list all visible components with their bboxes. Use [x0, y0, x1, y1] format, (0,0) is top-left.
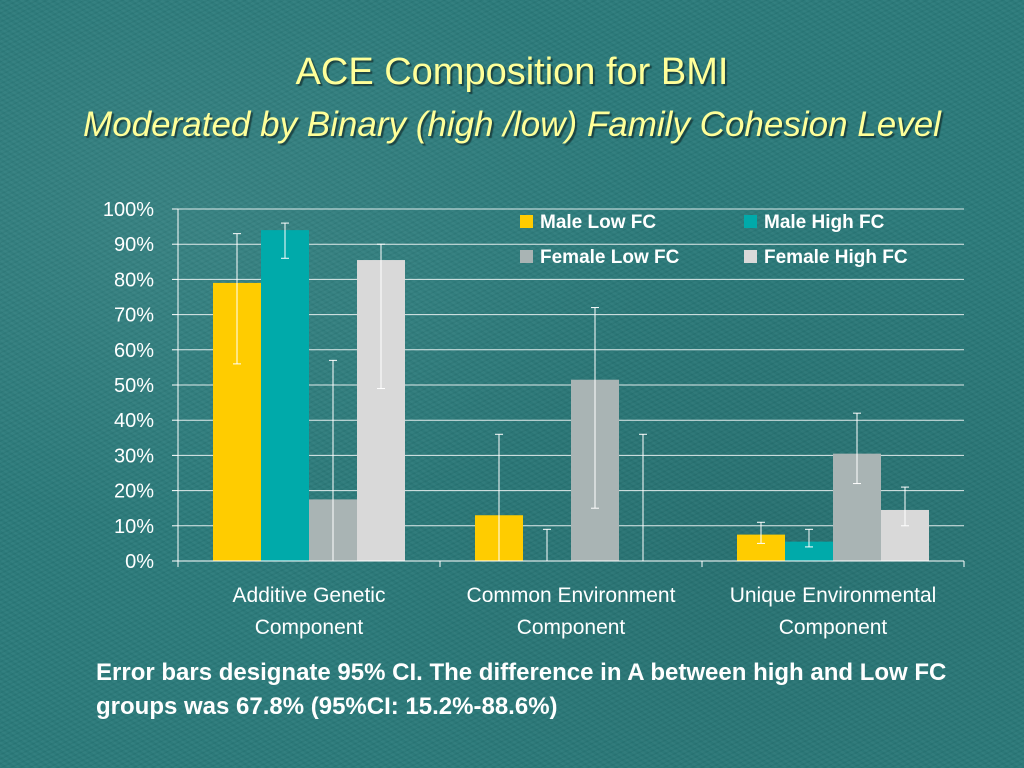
bar — [261, 230, 309, 561]
x-category-label: Additive Genetic — [233, 584, 386, 607]
error-bar-note: Error bars designate 95% CI. The differe… — [96, 659, 947, 720]
error-bars — [233, 222, 909, 561]
legend-swatch — [744, 250, 757, 263]
y-tick-label: 60% — [114, 340, 154, 362]
legend-label: Female Low FC — [540, 247, 680, 268]
x-category-label: Component — [517, 616, 626, 639]
legend-swatch — [520, 250, 533, 263]
x-category-label: Component — [255, 616, 364, 639]
x-category-label: Common Environment — [467, 584, 676, 607]
y-tick-label: 30% — [114, 445, 154, 467]
legend-label: Female High FC — [764, 247, 908, 268]
y-tick-label: 40% — [114, 410, 154, 432]
legend-label: Male High FC — [764, 212, 885, 233]
x-category-label: Unique Environmental — [730, 584, 937, 607]
slide-subtitle: Moderated by Binary (high /low) Family C… — [83, 105, 941, 144]
bar — [785, 541, 833, 561]
slide-title: ACE Composition for BMI — [295, 51, 729, 93]
y-tick-label: 20% — [114, 481, 154, 503]
y-tick-label: 50% — [114, 375, 154, 397]
legend: Male Low FC Male High FC Female Low FC Fema… — [520, 212, 908, 268]
y-tick-label: 90% — [114, 234, 154, 256]
y-tick-label: 10% — [114, 516, 154, 538]
y-tick-label: 100% — [103, 199, 154, 221]
x-category-label: Component — [779, 616, 888, 639]
legend-swatch — [520, 215, 533, 228]
legend-label: Male Low FC — [540, 212, 656, 233]
y-tick-label: 0% — [125, 551, 154, 573]
y-tick-label: 80% — [114, 269, 154, 291]
axes: 0% 10% 20% 30% 40% 50% 60% 70% 80% 90% 100% Additiv… — [103, 199, 965, 639]
legend-swatch — [744, 215, 757, 228]
y-tick-label: 70% — [114, 305, 154, 327]
